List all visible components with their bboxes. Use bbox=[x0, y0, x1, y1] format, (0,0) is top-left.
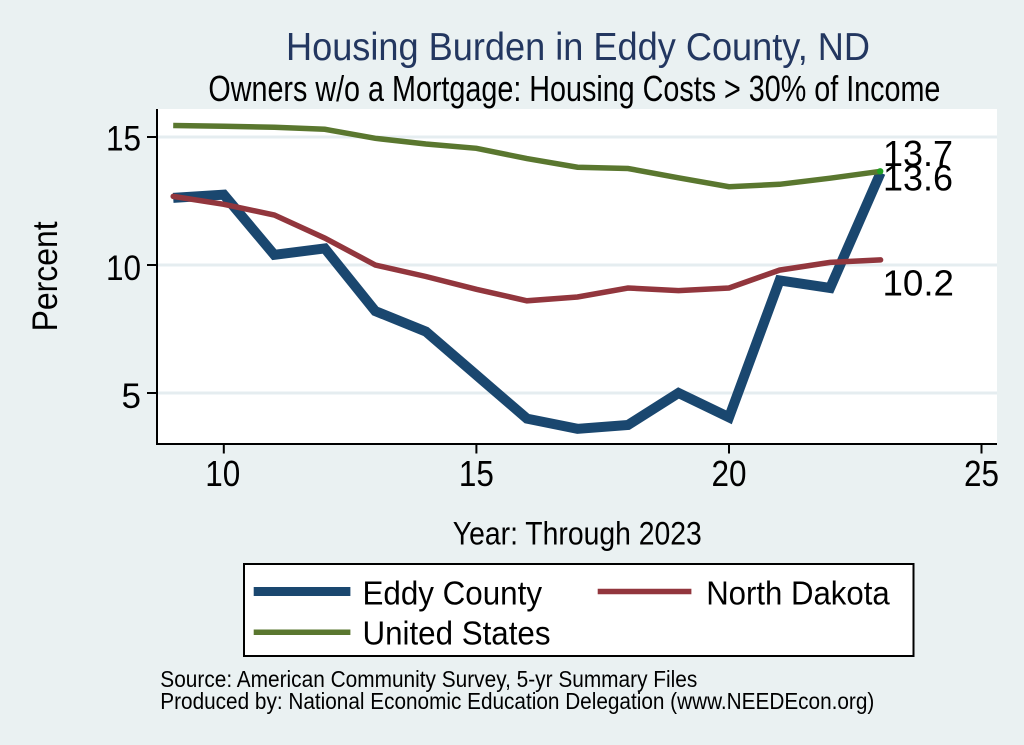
svg-text:10.2: 10.2 bbox=[883, 263, 955, 304]
svg-text:Percent: Percent bbox=[26, 221, 65, 331]
svg-text:13.6: 13.6 bbox=[883, 157, 953, 198]
svg-text:5: 5 bbox=[122, 377, 141, 416]
svg-text:Eddy County: Eddy County bbox=[363, 575, 543, 612]
svg-text:25: 25 bbox=[964, 453, 999, 494]
svg-text:10: 10 bbox=[205, 453, 240, 494]
svg-text:Owners w/o a Mortgage: Housing: Owners w/o a Mortgage: Housing Costs > 3… bbox=[208, 68, 940, 109]
svg-text:20: 20 bbox=[712, 453, 747, 494]
svg-text:North Dakota: North Dakota bbox=[706, 575, 890, 612]
svg-text:13.7: 13.7 bbox=[883, 133, 953, 174]
svg-text:15: 15 bbox=[106, 120, 141, 159]
svg-text:10: 10 bbox=[106, 249, 141, 288]
svg-text:Produced by: National Economic: Produced by: National Economic Education… bbox=[160, 688, 874, 714]
svg-text:Housing Burden in Eddy County,: Housing Burden in Eddy County, ND bbox=[286, 26, 870, 69]
svg-text:Source: American Community Sur: Source: American Community Survey, 5-yr … bbox=[160, 666, 697, 692]
svg-text:United States: United States bbox=[363, 615, 551, 652]
svg-text:Year: Through 2023: Year: Through 2023 bbox=[453, 515, 702, 551]
svg-text:15: 15 bbox=[459, 453, 494, 494]
